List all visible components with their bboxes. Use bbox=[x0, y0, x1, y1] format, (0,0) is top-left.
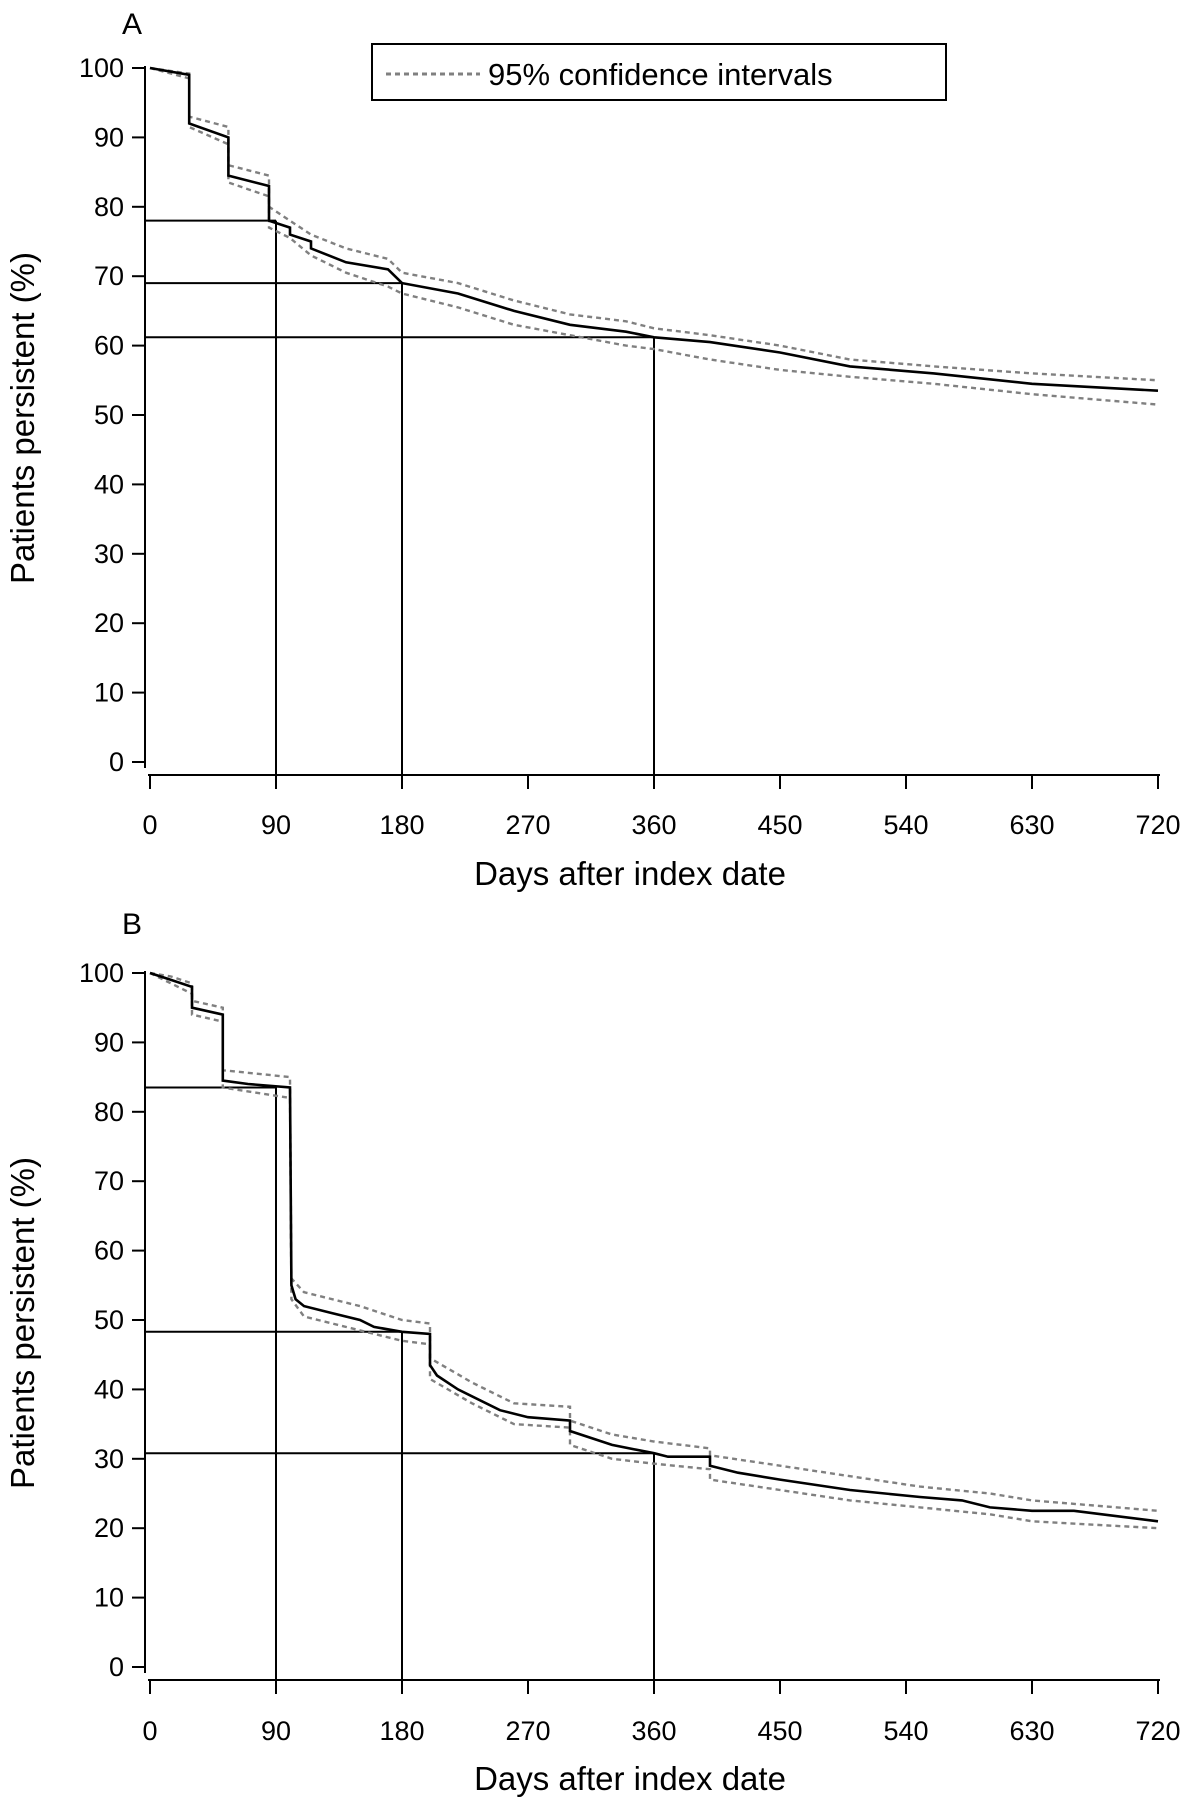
y-tick-label: 0 bbox=[109, 747, 124, 777]
y-tick-label: 10 bbox=[94, 678, 124, 708]
x-tick-label: 450 bbox=[757, 810, 802, 840]
upper-ci-curve bbox=[149, 971, 1159, 1512]
x-tick-label: 90 bbox=[261, 1716, 291, 1746]
persistence-curve bbox=[149, 971, 1159, 1523]
x-tick-label: 540 bbox=[883, 1716, 928, 1746]
y-tick-label: 40 bbox=[94, 1374, 124, 1404]
y-tick-label: 20 bbox=[94, 608, 124, 638]
y-tick-label: 50 bbox=[94, 400, 124, 430]
y-tick-label: 0 bbox=[109, 1652, 124, 1682]
y-tick-label: 100 bbox=[79, 958, 124, 988]
x-tick-label: 180 bbox=[379, 1716, 424, 1746]
y-tick-label: 100 bbox=[79, 53, 124, 83]
x-tick-label: 180 bbox=[379, 810, 424, 840]
x-tick-label: 0 bbox=[142, 810, 157, 840]
legend: 95% confidence intervals bbox=[371, 43, 947, 101]
y-axis-title: Patients persistent (%) bbox=[4, 1157, 41, 1489]
reference-lines bbox=[145, 1086, 655, 1680]
y-tick-label: 90 bbox=[94, 122, 124, 152]
persistence-curve bbox=[149, 66, 1159, 392]
y-tick-label: 80 bbox=[94, 192, 124, 222]
x-tick-label: 360 bbox=[631, 1716, 676, 1746]
upper-ci-curve bbox=[149, 66, 1159, 382]
y-tick-label: 60 bbox=[94, 331, 124, 361]
x-tick-label: 450 bbox=[757, 1716, 802, 1746]
x-tick-label: 630 bbox=[1009, 1716, 1054, 1746]
y-axis-title: Patients persistent (%) bbox=[4, 252, 41, 584]
lower-ci-curve bbox=[149, 971, 1159, 1530]
x-tick-label: 270 bbox=[505, 810, 550, 840]
y-tick-label: 60 bbox=[94, 1236, 124, 1266]
x-tick-label: 720 bbox=[1135, 1716, 1180, 1746]
y-tick-label: 20 bbox=[94, 1513, 124, 1543]
x-axis-title: Days after index date bbox=[474, 855, 786, 892]
y-tick-label: 10 bbox=[94, 1583, 124, 1613]
axes: 0 10 20 30 40 50 60 70 80 90 100 0 90 180 270 360 450 540… bbox=[79, 958, 1181, 1746]
series-layer bbox=[149, 971, 1159, 1530]
reference-lines bbox=[145, 219, 655, 775]
y-tick-label: 70 bbox=[94, 261, 124, 291]
panel-label: B bbox=[122, 908, 142, 941]
x-axis-title: Days after index date bbox=[474, 1760, 786, 1797]
x-tick-label: 360 bbox=[631, 810, 676, 840]
y-tick-label: 30 bbox=[94, 539, 124, 569]
x-tick-label: 0 bbox=[142, 1716, 157, 1746]
axes: 0 10 20 30 40 50 60 70 80 90 100 0 90 180 270 360 450 540… bbox=[79, 53, 1181, 840]
y-tick-label: 50 bbox=[94, 1305, 124, 1335]
y-tick-label: 30 bbox=[94, 1444, 124, 1474]
legend-entry: 95% confidence intervals bbox=[488, 57, 833, 92]
panel-label: A bbox=[122, 8, 142, 41]
y-tick-label: 90 bbox=[94, 1027, 124, 1057]
y-tick-label: 40 bbox=[94, 469, 124, 499]
y-tick-label: 70 bbox=[94, 1166, 124, 1196]
series-layer bbox=[149, 66, 1159, 406]
panel-b: B Days after index date Patients persist… bbox=[4, 908, 1181, 1797]
panel-a: A Days after index date Patients persist… bbox=[4, 8, 1181, 892]
y-tick-label: 80 bbox=[94, 1097, 124, 1127]
legend-box bbox=[371, 43, 947, 101]
x-tick-label: 540 bbox=[883, 810, 928, 840]
x-tick-label: 630 bbox=[1009, 810, 1054, 840]
x-tick-label: 720 bbox=[1135, 810, 1180, 840]
x-tick-label: 270 bbox=[505, 1716, 550, 1746]
x-tick-label: 90 bbox=[261, 810, 291, 840]
